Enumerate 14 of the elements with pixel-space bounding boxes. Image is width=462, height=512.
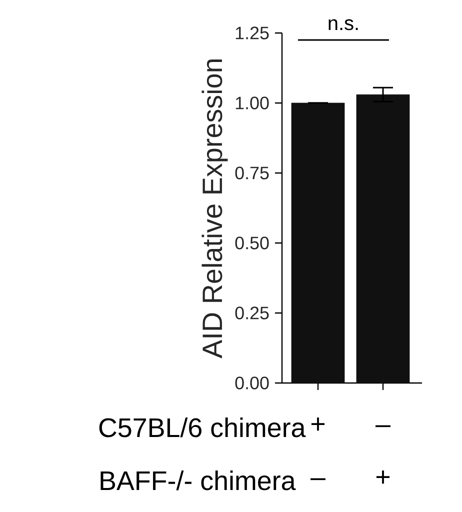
y-tick-label: 0.25 [235, 306, 269, 320]
y-tick-label: 0.00 [235, 376, 269, 390]
text: + [311, 417, 325, 431]
y-tick-label: 1.00 [236, 96, 269, 110]
text: + [376, 470, 390, 484]
y-tick-label: 0.50 [235, 236, 269, 250]
text: C57BL/6 chimera [99, 417, 306, 438]
y-tick-label: 1.25 [236, 26, 269, 40]
y-tick-label: 0.75 [235, 166, 269, 180]
text: – [310, 478, 326, 480]
text: – [376, 425, 390, 428]
text: BAFF-/- chimera [100, 470, 296, 490]
text: n.s. [328, 19, 358, 30]
y-axis-title: AID Relative Expression [202, 59, 228, 358]
